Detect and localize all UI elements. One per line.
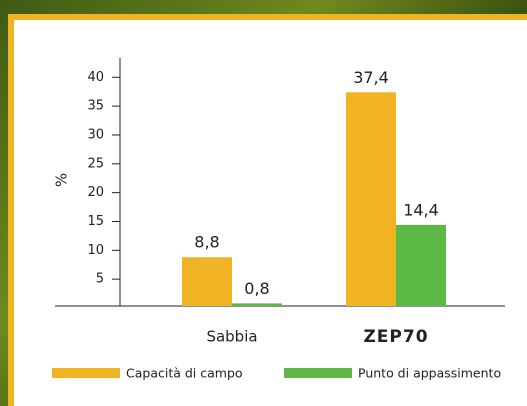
legend-swatch: [284, 368, 352, 378]
chart: % 5 10 15 20 25 30 35 40 Sabbia 8,8 0,8 ZEP70 37,4 14…: [0, 0, 527, 406]
x-tick-label: Sabbia: [206, 328, 257, 346]
y-tick-label: 5: [96, 272, 104, 287]
legend-label: Punto di appassimento: [358, 366, 501, 381]
x-tick-label: ZEP70: [363, 327, 428, 347]
data-label: 0,8: [244, 279, 269, 298]
y-tick-label: 35: [87, 99, 104, 114]
legend-swatch: [52, 368, 120, 378]
data-label: 8,8: [194, 233, 219, 252]
y-tick-label: 40: [87, 70, 104, 85]
screenshot: % 5 10 15 20 25 30 35 40 Sabbia 8,8 0,8 ZEP70 37,4 14…: [0, 0, 527, 406]
bar: [182, 257, 232, 306]
y-tick-label: 15: [87, 214, 104, 229]
y-axis-label: %: [53, 173, 71, 187]
y-tick-label: 25: [87, 156, 104, 171]
y-tick-label: 10: [87, 243, 104, 258]
legend-label: Capacità di campo: [126, 366, 243, 381]
bar: [346, 92, 396, 306]
data-label: 37,4: [353, 68, 389, 87]
bar: [396, 225, 446, 306]
y-tick-label: 20: [87, 185, 104, 200]
y-tick-label: 30: [87, 127, 104, 142]
data-label: 14,4: [403, 200, 439, 219]
bar: [232, 303, 282, 306]
